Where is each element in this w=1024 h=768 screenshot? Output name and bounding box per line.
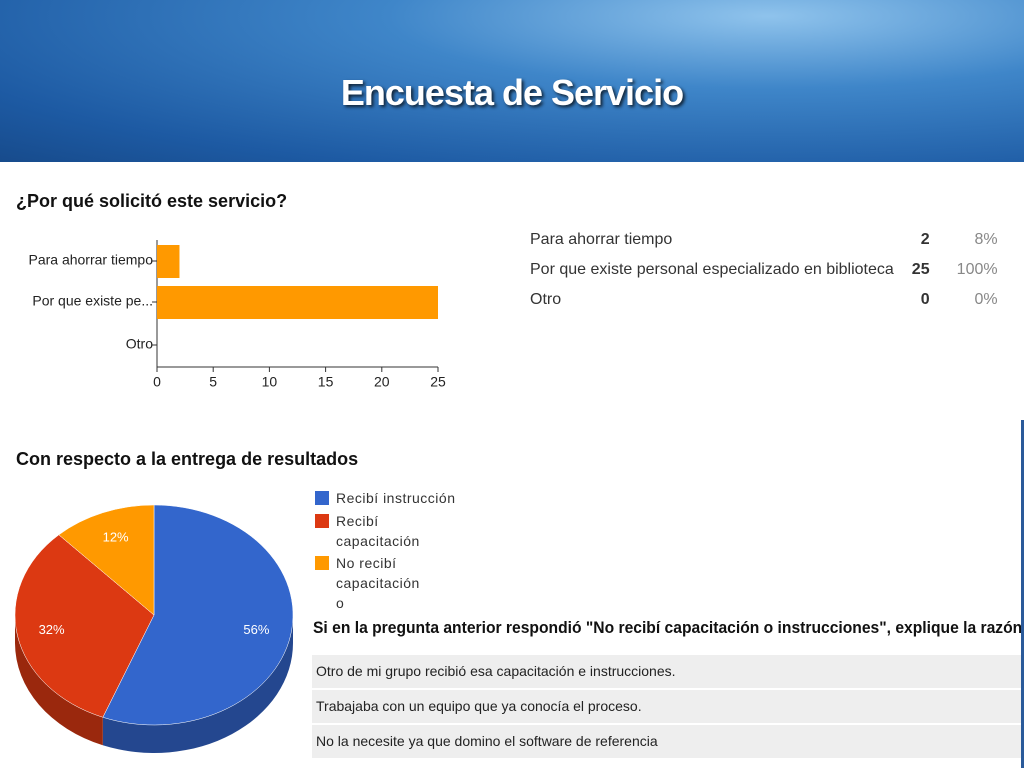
pie-side: [102, 615, 293, 753]
table-cell: 0%: [974, 291, 998, 308]
x-tick-label: 5: [209, 374, 217, 390]
table-cell: Para ahorrar tiempo: [530, 231, 673, 248]
bar: [157, 245, 180, 278]
data-label: 56%: [243, 622, 269, 637]
y-tick-label: Para ahorrar tiempo: [28, 252, 153, 268]
pie-slice: [58, 504, 155, 616]
table-cell: Otro: [530, 291, 562, 308]
legend-label: Recibí capacitación: [336, 513, 420, 549]
table-row: Para ahorrar tiempo 2 8%: [526, 225, 1002, 255]
table-row: Por que existe personal especializado en…: [526, 255, 1002, 285]
legend-swatch: [315, 491, 329, 505]
table-cell: 8%: [974, 231, 998, 248]
pie-slice: [14, 534, 155, 718]
table-cell: 100%: [956, 261, 998, 278]
header-banner: Encuesta de Servicio: [0, 0, 1024, 162]
chart-title: Con respecto a la entrega de resultados: [16, 449, 359, 469]
x-tick-label: 0: [153, 374, 161, 390]
table-cell: 25: [911, 261, 930, 278]
response-row: Trabajaba con un equipo que ya conocía e…: [312, 690, 1024, 723]
legend-swatch: [315, 514, 329, 528]
table-cell: Por que existe personal especializado en…: [530, 261, 894, 278]
y-tick-label: Otro: [126, 336, 153, 352]
x-tick-label: 25: [430, 374, 446, 390]
y-tick-label: Por que existe pe...: [32, 293, 153, 309]
legend-swatch: [315, 556, 329, 570]
edge-bar: [1021, 420, 1024, 768]
legend-label: No recibí capacitación o: [336, 555, 420, 611]
bar: [157, 286, 438, 319]
data-label: 32%: [39, 622, 65, 637]
response-row: Otro de mi grupo recibió esa capacitació…: [312, 655, 1024, 688]
chart-title: ¿Por qué solicitó este servicio?: [16, 191, 288, 211]
data-label: 12%: [103, 530, 129, 545]
summary-table: Para ahorrar tiempo 2 8% Por que existe per…: [526, 225, 1002, 315]
x-tick-label: 20: [374, 374, 390, 390]
question: Si en la pregunta anterior respondió "No…: [313, 618, 1023, 637]
x-tick-label: 15: [318, 374, 334, 390]
response-row: No la necesite ya que domino el software…: [312, 725, 1024, 758]
legend-label: Recibí instrucción: [336, 490, 456, 506]
x-tick-label: 10: [262, 374, 278, 390]
pie-side: [15, 615, 103, 746]
pie-slice: [102, 504, 294, 726]
slide-title: Encuesta de Servicio: [340, 72, 684, 113]
table-row: Otro 0 0%: [526, 285, 1002, 315]
table-cell: 0: [920, 291, 930, 308]
table-cell: 2: [920, 231, 930, 248]
